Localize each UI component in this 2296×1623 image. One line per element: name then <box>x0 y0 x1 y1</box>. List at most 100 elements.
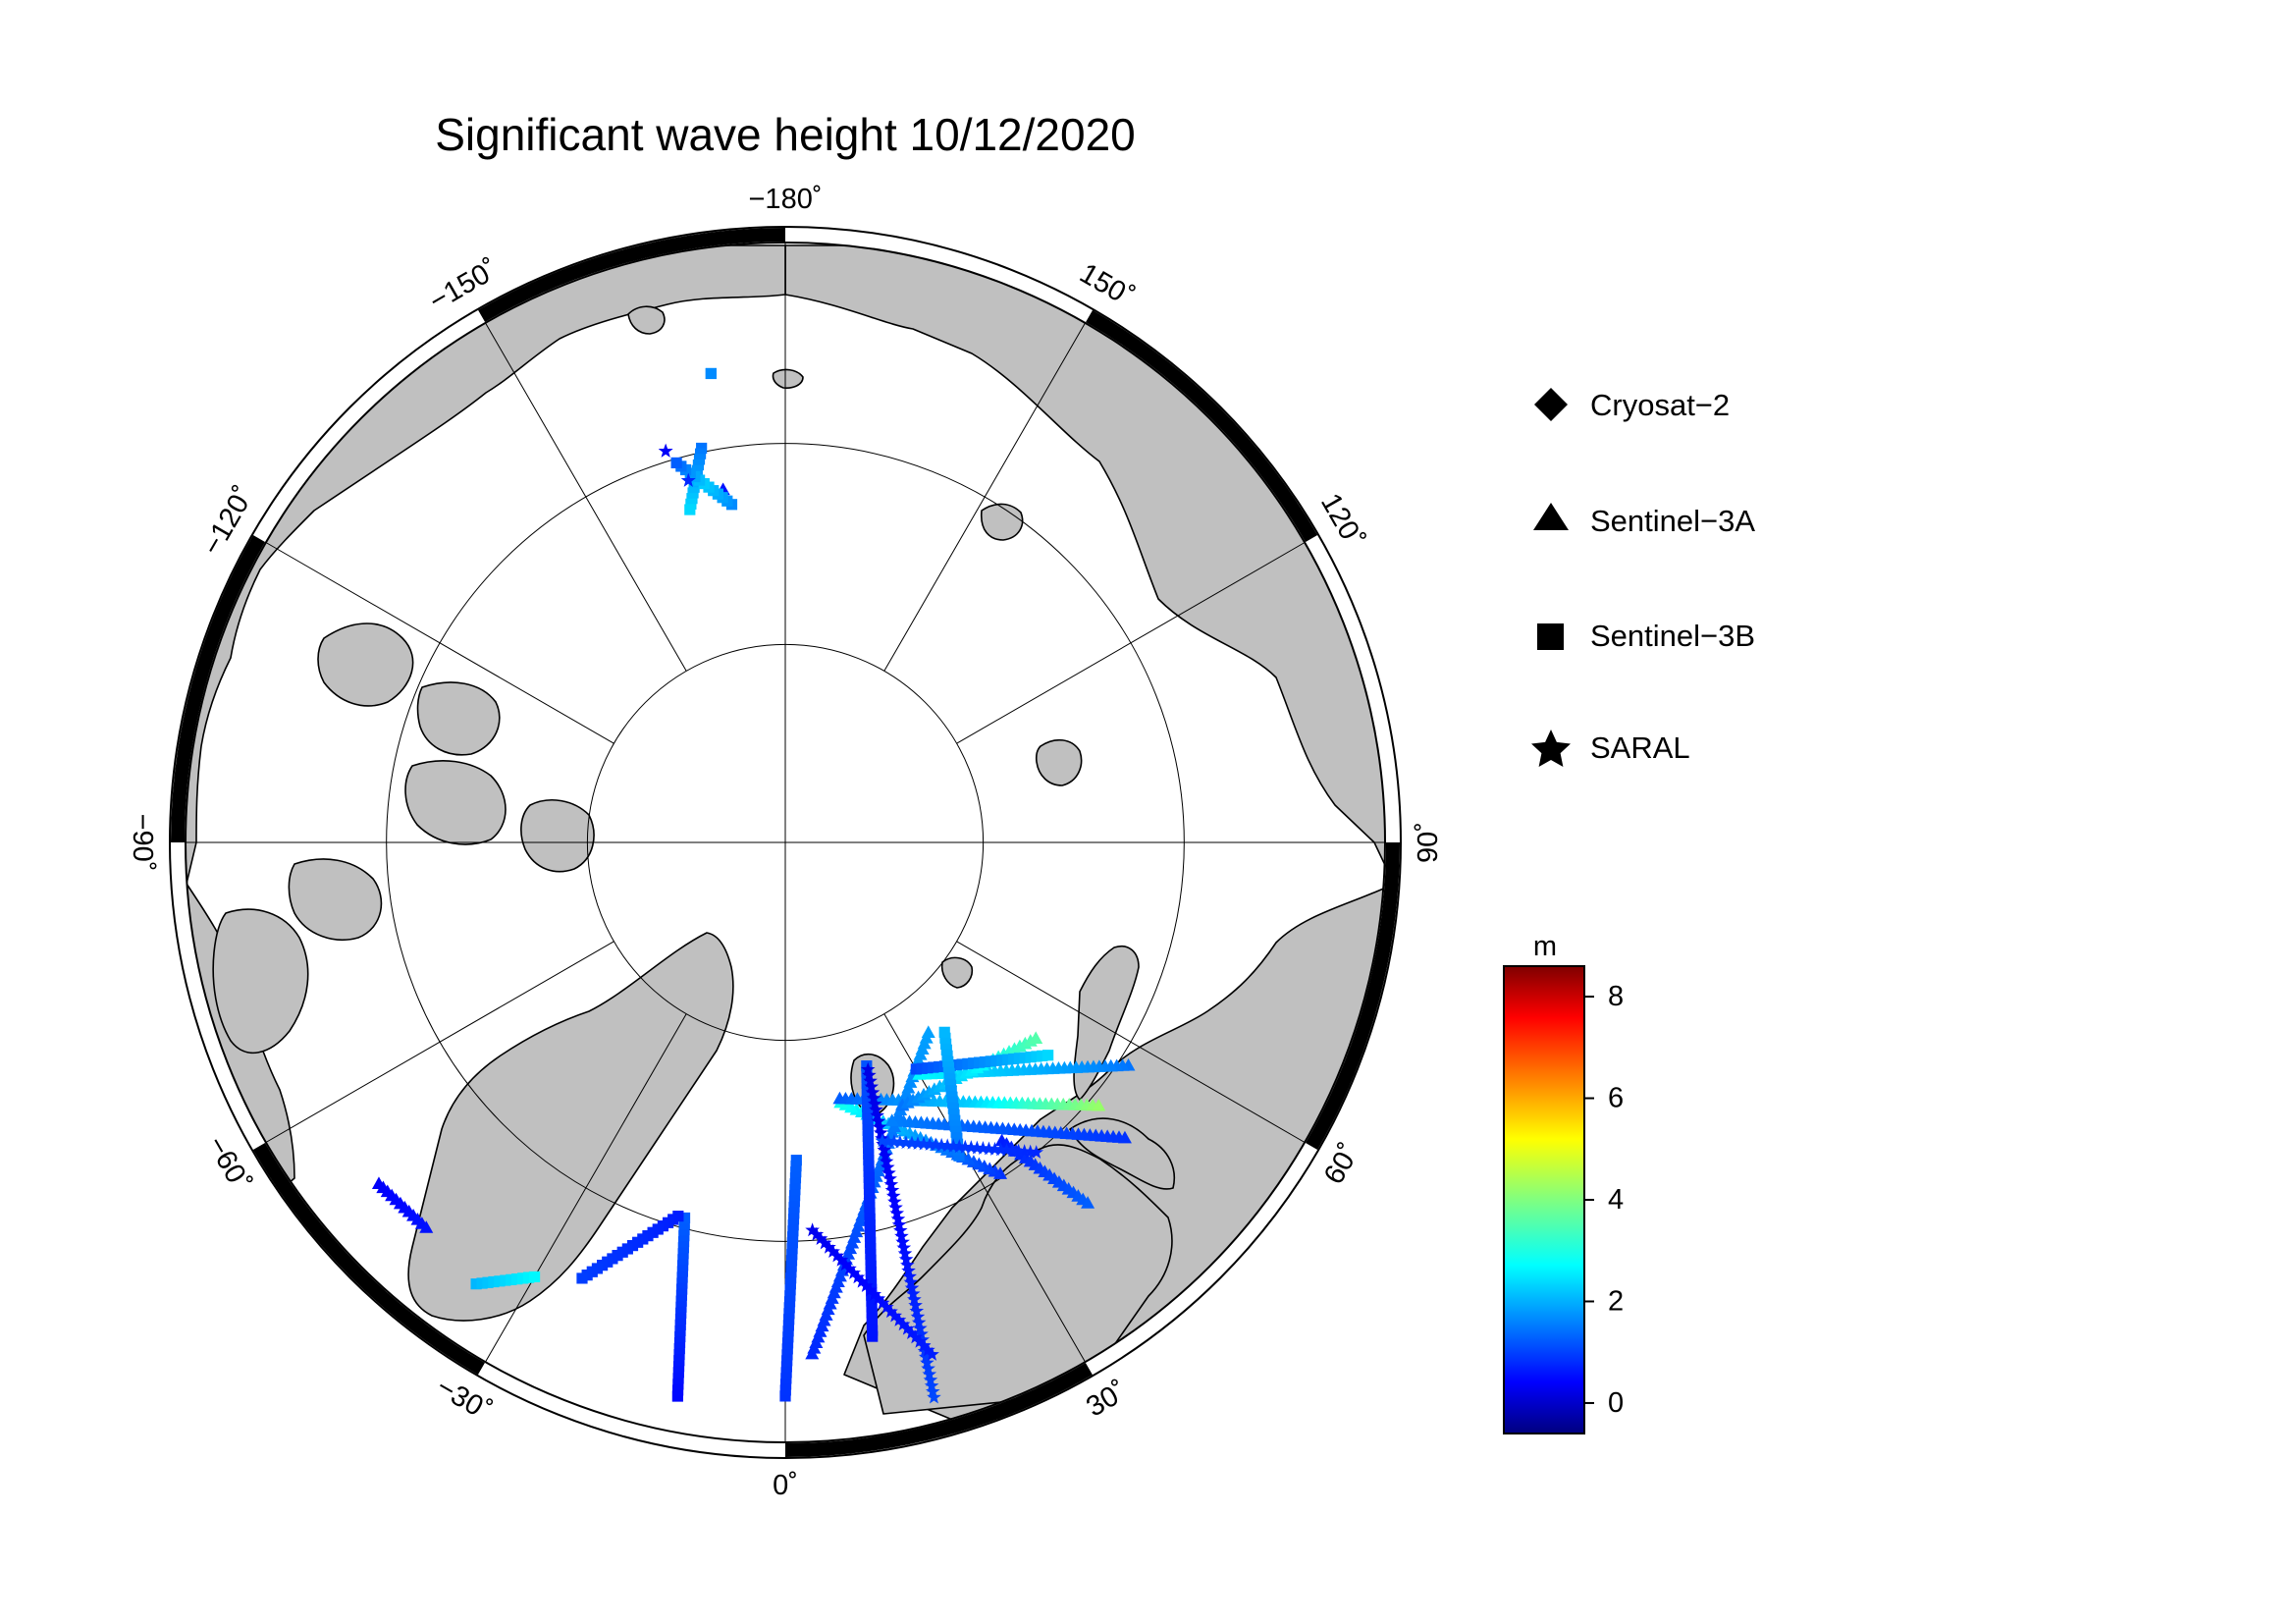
star-icon <box>1531 730 1571 767</box>
diamond-icon <box>1534 388 1568 421</box>
track-point <box>888 1200 903 1215</box>
track <box>670 457 738 511</box>
triangle-icon <box>1533 503 1569 530</box>
frame-segment <box>1306 535 1400 843</box>
track-point <box>924 1378 939 1392</box>
track-point <box>901 1263 916 1277</box>
canadian-archipelago-d <box>520 799 595 873</box>
track-point <box>904 1325 919 1339</box>
track-point <box>884 1182 900 1197</box>
track-point <box>999 1142 1014 1157</box>
track-point <box>945 1138 961 1153</box>
legend-item-cryosat-2: Cryosat−2 <box>1534 388 1730 422</box>
meridian-line <box>485 322 687 672</box>
track-point <box>881 1165 896 1180</box>
legend-item-sentinel-3b: Sentinel−3B <box>1537 619 1755 653</box>
track-point <box>846 1265 861 1279</box>
track-point <box>908 1329 924 1344</box>
track-point <box>881 1133 896 1148</box>
track-point <box>862 1067 877 1082</box>
track-point <box>879 1154 894 1168</box>
colorbar-gradient <box>1503 965 1585 1434</box>
track-point <box>892 1134 908 1149</box>
track-point <box>813 1231 828 1245</box>
track-point <box>880 1160 895 1174</box>
track-point <box>982 1141 996 1156</box>
greenland-land <box>407 932 734 1322</box>
canadian-archipelago-b <box>416 681 501 756</box>
track-point <box>790 1155 802 1166</box>
track-point <box>805 1222 820 1237</box>
track-point <box>903 1274 919 1289</box>
track-point <box>870 1108 884 1122</box>
meridian-line <box>265 941 614 1143</box>
legend-item-sentinel-3a: Sentinel−3A <box>1533 503 1755 538</box>
track-point <box>916 1338 932 1353</box>
map-title: Significant wave height 10/12/2020 <box>435 109 1136 160</box>
track-point <box>884 1113 899 1126</box>
track <box>875 1133 1044 1160</box>
track-point <box>878 1148 893 1163</box>
track-point <box>1017 1144 1032 1159</box>
legend-label: Sentinel−3B <box>1590 619 1755 653</box>
novaya-zemlya-land <box>1073 946 1140 1101</box>
track <box>684 442 708 515</box>
track-point <box>928 1137 943 1152</box>
track-point <box>898 1135 914 1150</box>
track-point <box>1092 1098 1106 1111</box>
track <box>371 1176 434 1233</box>
track-point <box>875 1295 890 1310</box>
lon-label: −90˚ <box>127 814 158 872</box>
track-point <box>896 1240 912 1255</box>
new-siberian-islands <box>980 503 1024 541</box>
track <box>861 1059 879 1342</box>
track-point <box>970 1140 985 1155</box>
track-point <box>908 1297 923 1312</box>
meridian-line <box>883 322 1086 672</box>
track-point <box>890 1212 906 1225</box>
track-point <box>912 1333 928 1348</box>
track-point <box>882 1171 897 1185</box>
frame-segment <box>478 1363 786 1457</box>
track-point <box>951 1139 967 1154</box>
canadian-archipelago-e <box>288 858 383 942</box>
frame-inner-border <box>185 242 1386 1443</box>
track-point <box>900 1257 915 1271</box>
frame-segment <box>252 309 486 543</box>
polar-map: −180˚150˚120˚90˚60˚30˚0˚−30˚−60˚−90˚−120… <box>127 184 1444 1501</box>
track-point <box>925 1383 940 1398</box>
legend-label: Sentinel−3A <box>1590 504 1755 538</box>
track-point <box>1011 1143 1026 1158</box>
frame-segment <box>1085 309 1318 543</box>
track-point <box>871 1113 886 1128</box>
track-point <box>902 1269 918 1283</box>
track-point <box>1042 1050 1054 1061</box>
track-point <box>875 1133 890 1148</box>
track-point <box>889 1206 905 1220</box>
track-point <box>833 1252 849 1267</box>
severnaya-zemlya <box>1035 738 1083 786</box>
track-point <box>904 1135 920 1150</box>
legend-label: Cryosat−2 <box>1590 388 1730 422</box>
canadian-archipelago-c <box>404 760 507 845</box>
colorbar-tick-label: 4 <box>1608 1184 1624 1216</box>
franz-josef-land <box>940 956 974 989</box>
meridian-line <box>956 542 1306 744</box>
canadian-archipelago-a <box>317 622 414 707</box>
frame-outer-border <box>169 226 1402 1459</box>
legend-label: SARAL <box>1590 730 1690 765</box>
track-point <box>921 1361 935 1376</box>
track-point <box>918 1349 934 1364</box>
track-point <box>528 1271 541 1283</box>
track-point <box>879 1299 894 1314</box>
track-point <box>850 1270 866 1284</box>
series-saral <box>658 443 1044 1404</box>
meridian-line <box>265 542 614 744</box>
track-point <box>837 1257 853 1271</box>
track-point <box>887 1308 903 1323</box>
track-point <box>921 1025 935 1039</box>
track-point <box>867 1286 882 1301</box>
track-point <box>869 1102 883 1116</box>
track <box>658 443 673 458</box>
